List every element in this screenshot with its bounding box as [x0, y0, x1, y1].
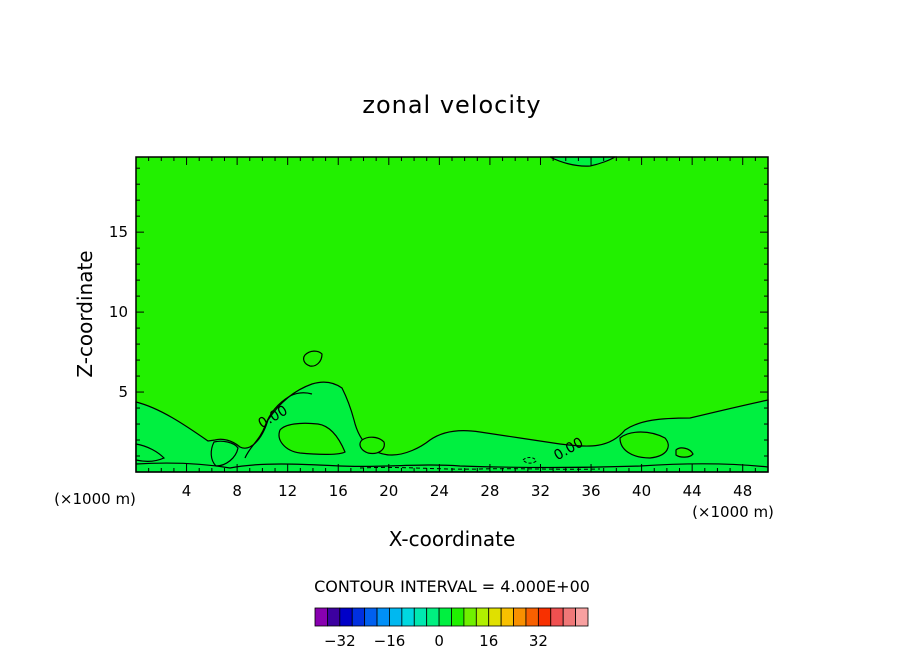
colorbar-tick-label: 0: [434, 632, 444, 650]
x-tick-label: 24: [430, 482, 449, 500]
contour-line-wavy: [244, 392, 313, 459]
x-tick-label: 48: [733, 482, 752, 500]
x-tick-label: 4: [182, 482, 192, 500]
x-unit-label-left: (×1000 m): [54, 490, 136, 508]
colorbar-swatch: [401, 607, 415, 627]
x-tick-label: 40: [632, 482, 651, 500]
colorbar-swatch: [463, 607, 477, 627]
contour-line-dashed-loop: [522, 457, 537, 464]
colorbar-swatch: [562, 607, 576, 627]
colorbar-tick-label: −16: [374, 632, 406, 650]
colorbar-swatch: [438, 607, 452, 627]
colorbar: [314, 607, 589, 627]
x-tick-label: 32: [531, 482, 550, 500]
colorbar-swatch: [351, 607, 366, 627]
colorbar-swatch: [376, 607, 390, 627]
x-axis-label: X-coordinate: [389, 527, 516, 551]
contour-interval-label: CONTOUR INTERVAL = 4.000E+00: [314, 577, 590, 596]
colorbar-swatch: [537, 607, 552, 627]
colorbar-swatch: [314, 607, 328, 627]
x-tick-label: 44: [683, 482, 702, 500]
x-tick-label: 36: [581, 482, 600, 500]
contour-blob-2: [359, 436, 385, 455]
x-tick-label: 28: [480, 482, 499, 500]
colorbar-ticks: −32 −16 0 16 32: [324, 632, 548, 650]
contour-blob-1: [278, 422, 346, 455]
colorbar-swatch: [451, 607, 465, 627]
colorbar-swatch: [389, 607, 403, 627]
colorbar-swatch: [327, 607, 341, 627]
colorbar-swatch: [513, 607, 527, 627]
colorbar-swatch: [525, 607, 539, 627]
x-tick-label: 8: [232, 482, 242, 500]
colorbar-swatch: [500, 607, 514, 627]
contour-blob-3: [303, 350, 323, 367]
colorbar-swatch: [339, 607, 353, 627]
x-axis-ticks: 4 8 12 16 20 24 28 32 36 40 44 48: [135, 157, 769, 500]
x-tick-label: 20: [379, 482, 398, 500]
colorbar-swatch: [475, 607, 490, 627]
y-tick-label: 5: [118, 383, 128, 401]
contour-blob-5: [210, 440, 239, 467]
contour-blob-6: [619, 431, 669, 459]
x-tick-label: 16: [329, 482, 348, 500]
colorbar-tick-label: 32: [529, 632, 548, 650]
plot-area: [135, 156, 769, 473]
y-axis-label: Z-coordinate: [73, 250, 97, 377]
colorbar-swatch: [550, 607, 564, 627]
contour-line-surface-2: [359, 466, 601, 470]
colorbar-tick-label: −32: [324, 632, 356, 650]
contour-blob-7: [675, 447, 694, 458]
colorbar-swatch: [488, 607, 502, 627]
x-unit-label-right: (×1000 m): [692, 503, 774, 521]
colorbar-swatch: [426, 607, 440, 627]
colorbar-swatch: [413, 607, 428, 627]
colorbar-swatch: [575, 607, 589, 627]
colorbar-swatch: [364, 607, 378, 627]
y-tick-label: 15: [109, 223, 128, 241]
colorbar-tick-label: 16: [479, 632, 498, 650]
y-tick-label: 10: [109, 303, 128, 321]
chart-title: zonal velocity: [362, 91, 541, 119]
contour-line-surface-1: [135, 462, 769, 469]
contour-blob-4: [135, 443, 166, 462]
y-axis-ticks: 5 10 15: [109, 167, 768, 473]
x-tick-label: 12: [278, 482, 297, 500]
